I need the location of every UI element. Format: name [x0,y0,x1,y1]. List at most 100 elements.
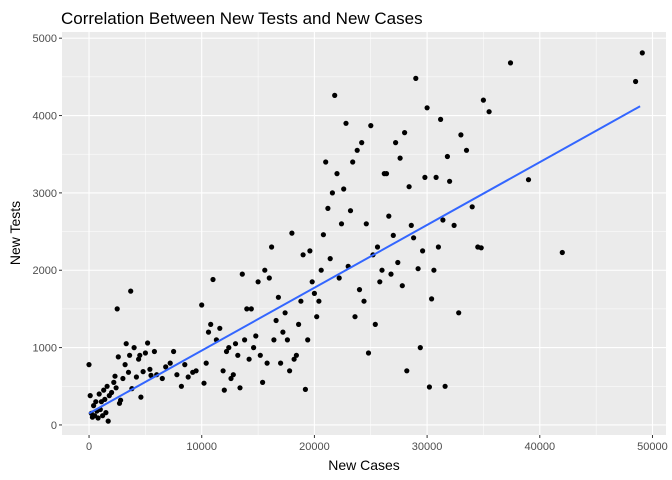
data-point [354,147,360,153]
data-point [93,399,99,405]
data-point [347,208,354,214]
data-point [96,391,102,397]
data-point [361,298,367,304]
data-point [133,374,139,380]
data-point [406,184,412,190]
data-point [226,345,232,351]
data-point [262,267,268,273]
plot-panel [62,32,666,435]
data-point [185,374,191,380]
data-point [232,341,239,347]
data-point [248,306,254,312]
data-point [91,403,97,409]
data-point [302,386,308,392]
data-point [244,306,250,312]
data-point [431,267,437,273]
data-point [356,287,363,293]
data-point [210,276,216,283]
data-point [372,321,378,327]
data-point [137,352,143,358]
data-point [325,205,331,211]
data-point [104,383,110,389]
data-point [438,116,444,122]
data-point [329,190,335,196]
data-point [273,317,279,324]
y-tick-label: 3000 [33,188,57,200]
data-point [125,369,132,375]
x-axis: 0 10000 20000 30000 40000 50000 [86,435,668,453]
data-point [374,244,381,250]
data-point [223,348,230,355]
data-point [122,362,128,368]
data-point [228,375,234,382]
data-point [478,245,484,251]
data-point [115,354,121,360]
data-point [350,159,356,165]
data-point [208,321,214,327]
data-point [193,368,199,374]
data-point [422,174,428,180]
y-axis-title: New Tests [7,201,23,265]
data-point [151,348,157,355]
x-tick-label: 0 [86,441,92,453]
data-point [112,373,118,379]
data-point [377,279,383,285]
data-point [287,368,293,374]
data-point [397,155,403,161]
y-axis: 0 1000 2000 3000 4000 5000 [33,33,62,432]
data-point [444,153,450,160]
data-point [429,296,435,302]
data-point [359,140,365,146]
data-point [86,362,92,368]
data-point [201,380,207,386]
data-point [633,78,639,85]
data-point [113,385,119,391]
data-point [118,397,124,403]
data-point [451,222,457,228]
data-point [87,393,93,399]
data-point [352,314,358,320]
data-point [271,337,277,343]
data-point [242,337,248,343]
data-point [120,375,126,382]
x-tick-label: 50000 [637,441,668,453]
data-point [393,140,399,146]
data-point [323,159,329,165]
data-point [415,266,421,272]
chart-title: Correlation Between New Tests and New Ca… [61,9,423,28]
data-point [253,333,259,339]
y-tick-label: 1000 [33,343,57,355]
data-point [311,290,317,296]
data-point [280,329,286,335]
data-point [260,379,266,385]
data-point [363,221,369,227]
data-point [424,105,430,111]
data-point [145,340,151,346]
data-point [203,360,209,366]
data-point [163,364,169,370]
data-point [447,178,453,184]
data-point [235,352,241,358]
data-point [442,383,448,389]
data-point [140,369,146,375]
data-point [147,366,153,372]
data-point [269,244,275,250]
data-point [307,248,313,254]
x-tick-label: 30000 [412,441,443,453]
data-point [275,294,281,300]
data-point [639,50,645,56]
data-point [395,259,401,266]
data-point [314,314,320,320]
data-point [109,389,115,396]
data-point [95,415,101,421]
data-point [230,372,236,378]
data-point [458,132,464,138]
data-point [469,204,475,210]
data-point [341,186,347,192]
data-point [338,221,345,227]
data-point [237,385,243,391]
data-point [239,271,245,277]
data-point [138,394,144,400]
data-point [300,252,306,258]
